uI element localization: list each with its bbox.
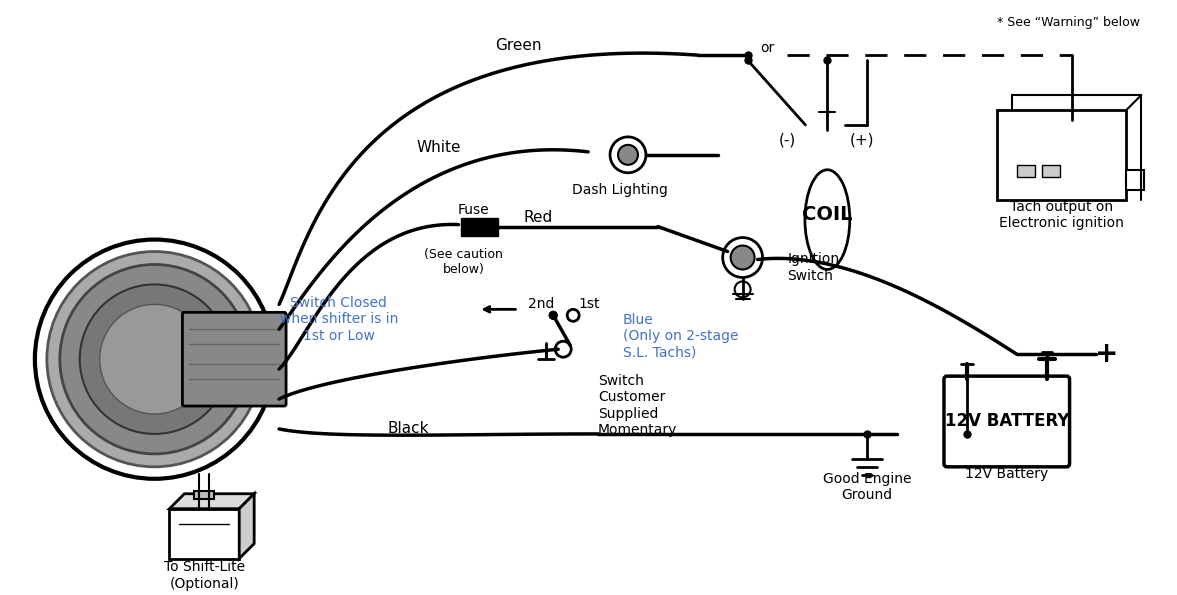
Text: (+): (+) <box>850 132 875 148</box>
Bar <box>1126 170 1144 190</box>
Circle shape <box>80 284 230 434</box>
Polygon shape <box>169 494 254 509</box>
Text: Black: Black <box>388 421 430 437</box>
Circle shape <box>47 252 262 467</box>
Text: Tach output on
Electronic ignition: Tach output on Electronic ignition <box>999 199 1124 230</box>
Circle shape <box>60 265 250 454</box>
Text: Switch Closed
when shifter is in
1st or Low: Switch Closed when shifter is in 1st or … <box>280 296 398 343</box>
Text: +: + <box>1095 340 1118 368</box>
Circle shape <box>731 246 754 270</box>
Bar <box>194 491 214 499</box>
Text: Good Engine
Ground: Good Engine Ground <box>823 472 911 502</box>
FancyBboxPatch shape <box>944 376 1070 467</box>
Text: COIL: COIL <box>802 205 852 224</box>
Text: White: White <box>417 140 461 155</box>
Polygon shape <box>239 494 254 559</box>
Text: Ignition
Switch: Ignition Switch <box>787 252 839 283</box>
Bar <box>1042 165 1059 177</box>
Text: Dash Lighting: Dash Lighting <box>572 183 667 197</box>
FancyBboxPatch shape <box>182 312 286 406</box>
Text: or: or <box>760 41 774 55</box>
Text: 12V BATTERY: 12V BATTERY <box>944 412 1069 430</box>
Text: * See “Warning” below: * See “Warning” below <box>997 15 1139 29</box>
Circle shape <box>618 145 638 165</box>
Bar <box>1017 165 1035 177</box>
Ellipse shape <box>805 170 850 270</box>
Text: To Shift-Lite
(Optional): To Shift-Lite (Optional) <box>164 560 245 591</box>
Text: (See caution
below): (See caution below) <box>424 248 503 275</box>
Text: Green: Green <box>496 37 541 53</box>
Text: 12V Battery: 12V Battery <box>965 467 1049 481</box>
Bar <box>169 509 239 559</box>
Text: 1st: 1st <box>578 298 599 311</box>
Text: (-): (-) <box>779 132 796 148</box>
FancyBboxPatch shape <box>997 110 1126 200</box>
Text: Fuse: Fuse <box>458 203 490 217</box>
Circle shape <box>100 305 210 414</box>
Text: 2nd: 2nd <box>528 298 554 311</box>
Bar <box>460 218 498 236</box>
Text: Red: Red <box>524 210 553 225</box>
Text: Switch
Customer
Supplied
Momentary: Switch Customer Supplied Momentary <box>598 374 678 437</box>
Text: Blue
(Only on 2-stage
S.L. Tachs): Blue (Only on 2-stage S.L. Tachs) <box>623 313 738 359</box>
Circle shape <box>550 311 557 320</box>
